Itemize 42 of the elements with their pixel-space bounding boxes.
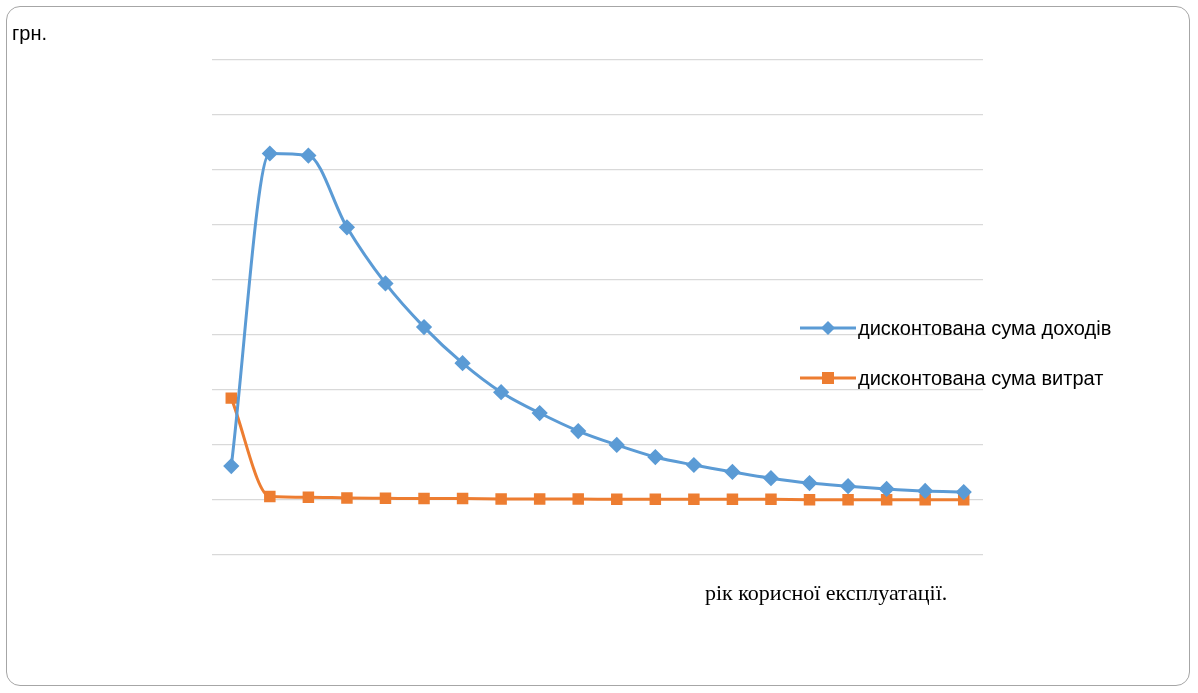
point [341, 492, 353, 504]
point [339, 219, 355, 235]
legend-label: дисконтована сума витрат [858, 366, 1104, 390]
point [917, 483, 933, 499]
text: грн. [12, 22, 48, 45]
point [533, 493, 546, 505]
point [765, 493, 777, 506]
point [456, 492, 469, 505]
point [724, 464, 740, 480]
point [763, 470, 779, 486]
point [416, 319, 432, 335]
point [455, 355, 471, 371]
point [688, 493, 700, 506]
point [264, 490, 276, 503]
point [302, 491, 315, 503]
x-axis-title: рік корисної експлуатації. [705, 580, 948, 606]
point [802, 475, 818, 491]
point [686, 457, 702, 473]
point [379, 492, 392, 505]
point [223, 458, 239, 474]
point [570, 423, 586, 439]
point [726, 493, 739, 506]
point [956, 484, 972, 500]
point [840, 478, 856, 494]
point [493, 384, 509, 400]
point [495, 493, 507, 505]
point [377, 275, 393, 291]
point [880, 493, 893, 506]
point [225, 392, 238, 404]
point [609, 437, 625, 453]
point [649, 493, 662, 506]
point [532, 405, 548, 421]
point [803, 493, 816, 506]
point [262, 146, 278, 161]
point [572, 493, 584, 505]
point [300, 148, 316, 164]
point [842, 493, 854, 506]
point [647, 449, 663, 465]
legend-label: дисконтована сума доходів [858, 316, 1112, 340]
point [879, 481, 895, 497]
point [418, 492, 430, 505]
point [611, 493, 623, 506]
